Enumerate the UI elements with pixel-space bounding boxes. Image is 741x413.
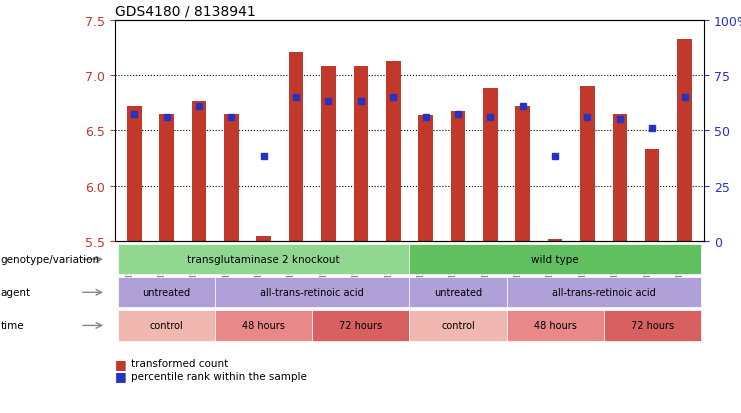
Text: GSM594071: GSM594071: [158, 244, 167, 290]
Bar: [483, 89, 498, 242]
Text: 48 hours: 48 hours: [242, 320, 285, 331]
Bar: [580, 87, 595, 242]
Text: wild type: wild type: [531, 254, 579, 265]
Text: GSM594083: GSM594083: [352, 244, 361, 290]
Text: agent: agent: [1, 287, 31, 298]
Text: GSM594073: GSM594073: [514, 244, 522, 290]
Text: control: control: [441, 320, 475, 331]
Bar: [645, 150, 659, 242]
Text: GSM594075: GSM594075: [579, 244, 588, 290]
Text: GDS4180 / 8138941: GDS4180 / 8138941: [115, 4, 256, 18]
Bar: [127, 107, 142, 242]
Bar: [451, 111, 465, 242]
Text: GSM594074: GSM594074: [546, 244, 555, 290]
Text: all-trans-retinoic acid: all-trans-retinoic acid: [552, 287, 656, 298]
Text: untreated: untreated: [142, 287, 190, 298]
Text: genotype/variation: genotype/variation: [1, 254, 100, 265]
Text: GSM594069: GSM594069: [482, 244, 491, 290]
Text: GSM594079: GSM594079: [611, 244, 619, 290]
Text: GSM594084: GSM594084: [385, 244, 393, 290]
Text: GSM594078: GSM594078: [287, 244, 296, 290]
Bar: [677, 39, 692, 242]
Bar: [386, 62, 400, 242]
Bar: [256, 236, 271, 242]
Text: GSM594077: GSM594077: [255, 244, 264, 290]
Bar: [353, 67, 368, 242]
Text: GSM594070: GSM594070: [125, 244, 134, 290]
Text: GSM594082: GSM594082: [319, 244, 328, 290]
Bar: [159, 114, 174, 242]
Text: GSM594076: GSM594076: [222, 244, 231, 290]
Text: control: control: [150, 320, 184, 331]
Text: time: time: [1, 320, 24, 331]
Text: ■: ■: [115, 357, 127, 370]
Bar: [289, 53, 303, 242]
Text: ■: ■: [115, 369, 127, 382]
Text: percentile rank within the sample: percentile rank within the sample: [131, 371, 307, 381]
Text: GSM594080: GSM594080: [643, 244, 652, 290]
Bar: [321, 67, 336, 242]
Text: GSM594068: GSM594068: [449, 244, 458, 290]
Text: transformed count: transformed count: [131, 358, 228, 368]
Text: GSM594081: GSM594081: [676, 244, 685, 290]
Text: 48 hours: 48 hours: [534, 320, 576, 331]
Bar: [224, 114, 239, 242]
Bar: [192, 101, 206, 242]
Bar: [419, 116, 433, 242]
Text: transglutaminase 2 knockout: transglutaminase 2 knockout: [187, 254, 340, 265]
Text: untreated: untreated: [434, 287, 482, 298]
Text: 72 hours: 72 hours: [631, 320, 674, 331]
Text: 72 hours: 72 hours: [339, 320, 382, 331]
Bar: [613, 114, 627, 242]
Text: GSM594072: GSM594072: [190, 244, 199, 290]
Text: GSM594067: GSM594067: [416, 244, 425, 290]
Bar: [548, 240, 562, 242]
Bar: [516, 107, 530, 242]
Text: all-trans-retinoic acid: all-trans-retinoic acid: [260, 287, 364, 298]
